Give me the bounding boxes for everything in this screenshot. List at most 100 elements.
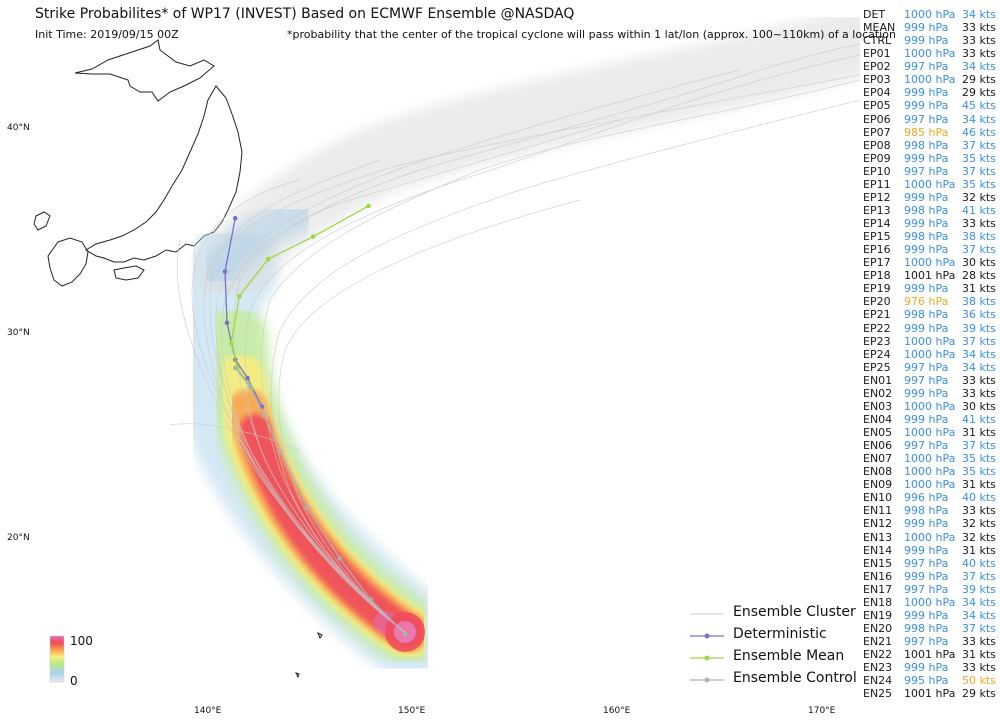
member-wind: 37 kts <box>962 243 996 257</box>
member-pressure: 999 hPa <box>904 321 949 335</box>
member-row: EP03 1000 hPa 29 kts <box>863 73 1000 86</box>
member-wind: 32 kts <box>962 517 996 531</box>
member-wind: 34 kts <box>962 608 996 622</box>
member-wind: 35 kts <box>962 465 996 479</box>
member-wind: 41 kts <box>962 412 996 426</box>
member-pressure: 998 hPa <box>904 308 949 322</box>
hokkaido-coast <box>74 39 215 102</box>
colorbar-min-label: 0 <box>70 674 78 688</box>
member-row: EP18 1001 hPa 28 kts <box>863 269 1000 282</box>
ensemble-control-point <box>247 384 252 389</box>
member-wind: 32 kts <box>962 190 996 204</box>
member-pressure: 985 hPa <box>904 125 949 139</box>
member-name: EP22 <box>863 321 891 335</box>
colorbar-max-label: 100 <box>70 634 93 648</box>
member-row: EN25 1001 hPa 29 kts <box>863 687 1000 700</box>
legend-line-icon <box>690 655 724 661</box>
member-name: EN09 <box>863 478 893 492</box>
member-row: EP17 1000 hPa 30 kts <box>863 256 1000 269</box>
member-row: EN05 1000 hPa 31 kts <box>863 426 1000 439</box>
member-name: EN22 <box>863 648 893 662</box>
member-name: EP10 <box>863 164 891 178</box>
member-name: EP15 <box>863 230 891 244</box>
member-wind: 33 kts <box>962 661 996 675</box>
member-wind: 33 kts <box>962 504 996 518</box>
member-pressure: 998 hPa <box>904 230 949 244</box>
member-wind: 33 kts <box>962 217 996 230</box>
footnote: *probability that the center of the trop… <box>287 28 896 41</box>
member-wind: 45 kts <box>962 99 996 113</box>
member-wind: 37 kts <box>962 138 996 152</box>
member-wind: 37 kts <box>962 569 996 583</box>
member-pressure: 1000 hPa <box>904 8 956 21</box>
member-name: EP19 <box>863 282 891 296</box>
lat-label: 40°N <box>7 123 30 133</box>
member-row: EN19 999 hPa 34 kts <box>863 609 1000 622</box>
member-row: EN04 999 hPa 41 kts <box>863 413 1000 426</box>
member-pressure: 1000 hPa <box>904 530 956 544</box>
member-pressure: 1001 hPa <box>904 269 956 283</box>
lon-label: 170°E <box>808 706 836 716</box>
ensemble-mean-point <box>310 234 316 239</box>
member-name: EN17 <box>863 582 893 596</box>
member-wind: 31 kts <box>962 543 996 557</box>
member-row: EN01 997 hPa 33 kts <box>863 374 1000 387</box>
member-pressure: 997 hPa <box>904 60 949 74</box>
lat-label: 20°N <box>7 533 30 543</box>
member-name: EN14 <box>863 543 893 557</box>
ensemble-cluster-lines <box>169 43 860 633</box>
member-name: EP11 <box>863 177 891 191</box>
member-row: EN15 997 hPa 40 kts <box>863 557 1000 570</box>
ensemble-control-point <box>278 449 283 455</box>
member-row: EP20 976 hPa 38 kts <box>863 295 1000 308</box>
map-title: Strike Probabilites* of WP17 (INVEST) Ba… <box>35 6 575 22</box>
member-row: CTRL 999 hPa 33 kts <box>863 34 1000 47</box>
member-row: EN17 997 hPa 39 kts <box>863 583 1000 596</box>
member-name: EP18 <box>863 269 891 283</box>
member-name: EP05 <box>863 99 891 113</box>
member-row: EP16 999 hPa 37 kts <box>863 243 1000 256</box>
member-row: EP09 999 hPa 35 kts <box>863 152 1000 165</box>
member-name: EP21 <box>863 308 891 322</box>
member-row: EP10 997 hPa 37 kts <box>863 165 1000 178</box>
member-wind: 30 kts <box>962 256 996 270</box>
member-name: EN11 <box>863 504 893 518</box>
member-row: EP24 1000 hPa 34 kts <box>863 348 1000 361</box>
legend-ensemble-cluster: Ensemble Cluster <box>688 604 858 624</box>
strike-probability-map <box>33 5 860 683</box>
member-name: EN10 <box>863 491 893 505</box>
ensemble-control-point <box>232 365 238 371</box>
shikoku-coast <box>113 265 145 281</box>
islet <box>295 672 300 679</box>
member-row: EN22 1001 hPa 31 kts <box>863 648 1000 661</box>
member-row: EN07 1000 hPa 35 kts <box>863 452 1000 465</box>
member-pressure: 1000 hPa <box>904 47 956 61</box>
member-pressure: 997 hPa <box>904 635 949 648</box>
member-row: EN20 998 hPa 37 kts <box>863 622 1000 635</box>
member-name: EP17 <box>863 256 891 270</box>
member-name: EP14 <box>863 217 891 230</box>
member-wind: 34 kts <box>962 360 996 374</box>
member-name: EN12 <box>863 517 893 531</box>
member-wind: 30 kts <box>962 399 996 413</box>
legend-ensemble-control: Ensemble Control <box>688 670 858 690</box>
member-pressure: 999 hPa <box>904 386 949 400</box>
member-pressure: 999 hPa <box>904 217 949 230</box>
member-row: DET 1000 hPa 34 kts <box>863 8 1000 21</box>
legend-label: Ensemble Cluster <box>733 604 856 620</box>
member-pressure: 999 hPa <box>904 21 949 35</box>
member-pressure: 1000 hPa <box>904 478 956 492</box>
lat-label: 30°N <box>7 328 30 338</box>
member-name: EP04 <box>863 86 891 100</box>
probability-field <box>166 5 860 678</box>
member-row: EN11 998 hPa 33 kts <box>863 504 1000 517</box>
member-pressure: 1000 hPa <box>904 595 956 609</box>
legend-line-icon <box>690 613 724 615</box>
member-pressure: 999 hPa <box>904 608 949 622</box>
member-name: EP07 <box>863 125 891 139</box>
member-pressure: 1000 hPa <box>904 399 956 413</box>
member-row: EP15 998 hPa 38 kts <box>863 230 1000 243</box>
member-pressure: 995 hPa <box>904 674 949 688</box>
member-pressure: 1000 hPa <box>904 334 956 348</box>
member-row: EN18 1000 hPa 34 kts <box>863 596 1000 609</box>
